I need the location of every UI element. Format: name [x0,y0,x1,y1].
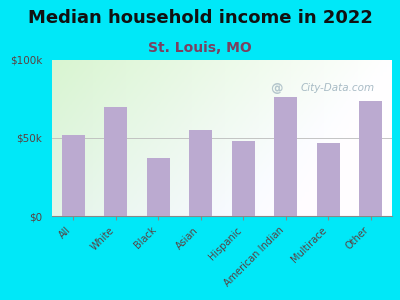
Bar [359,100,382,216]
Bar [189,130,212,216]
Bar [316,143,340,216]
Text: City-Data.com: City-Data.com [300,83,374,93]
Text: Median household income in 2022: Median household income in 2022 [28,9,372,27]
Bar [62,135,85,216]
Bar [232,141,255,216]
Text: St. Louis, MO: St. Louis, MO [148,40,252,55]
Bar [104,107,128,216]
Bar [146,158,170,216]
Bar [274,98,298,216]
Text: @: @ [270,82,283,94]
